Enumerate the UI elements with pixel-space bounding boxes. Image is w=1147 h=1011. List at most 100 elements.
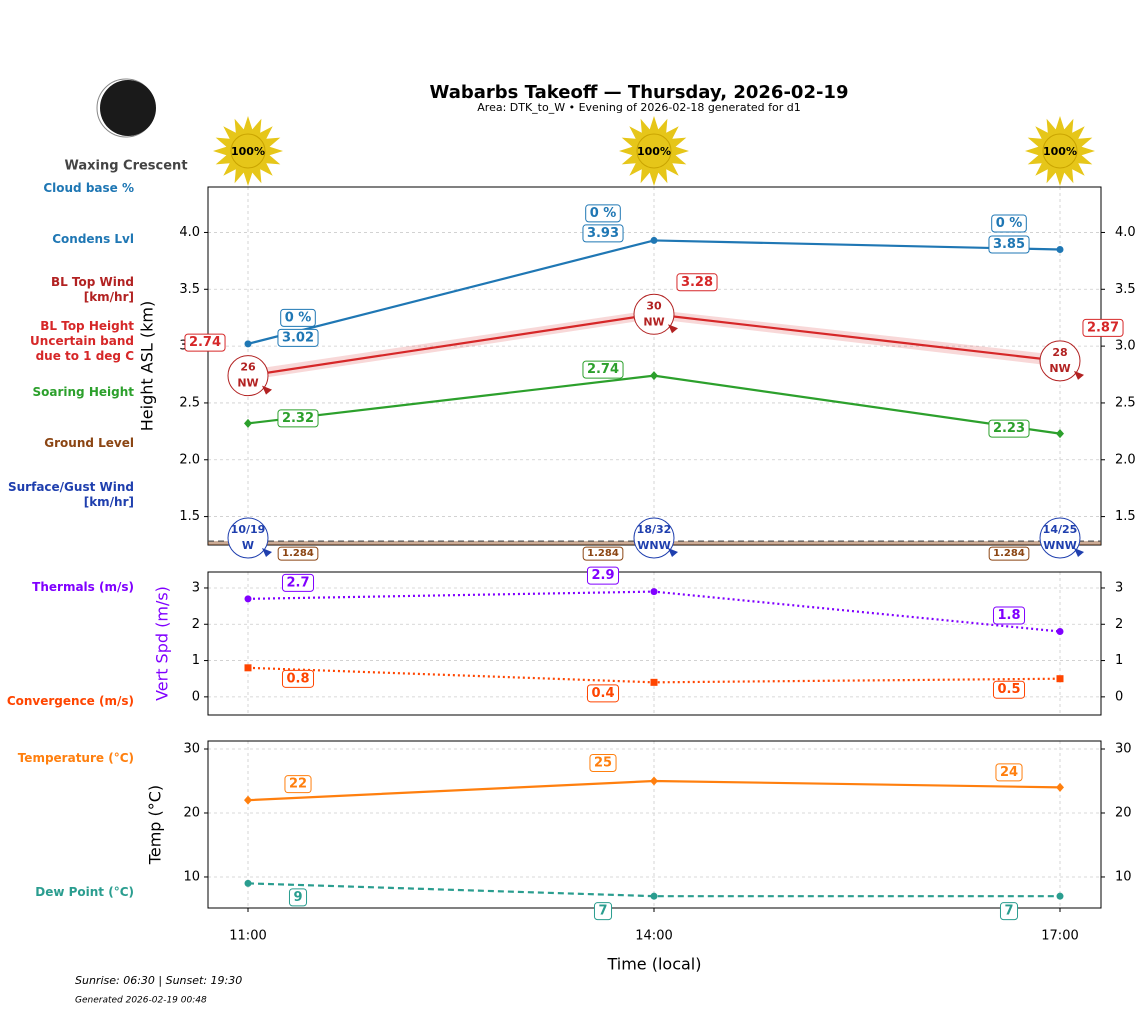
data-label: 3.85 xyxy=(993,237,1025,252)
wind-speed: 30 xyxy=(646,299,662,312)
data-label-box xyxy=(280,308,316,327)
sun-label: 100% xyxy=(1043,145,1077,158)
data-label-box xyxy=(284,775,312,794)
data-label-box xyxy=(184,333,226,352)
y-tick-label: 0 xyxy=(192,689,200,704)
data-label-box xyxy=(988,419,1030,438)
data-label: 7 xyxy=(1004,904,1013,919)
point xyxy=(244,664,252,672)
data-label: 2.9 xyxy=(591,568,614,583)
wind-speed: 28 xyxy=(1052,346,1067,359)
wind-direction: NW xyxy=(1049,362,1070,375)
y-tick-label: 20 xyxy=(1115,805,1132,820)
wind-circle xyxy=(633,517,675,559)
x-tick-label: 11:00 xyxy=(229,929,266,944)
y-tick-label: 2 xyxy=(1115,617,1123,632)
x-axis-label: Time (local) xyxy=(606,955,701,974)
data-label-box xyxy=(991,214,1027,233)
series-label: Soaring Height xyxy=(32,385,135,399)
wind-direction: WNW xyxy=(637,539,670,552)
wind-speed: 14/25 xyxy=(1043,523,1078,536)
series-label: BL Top Height Uncertain band due to 1 de… xyxy=(30,319,134,363)
wind-direction: WNW xyxy=(1043,539,1076,552)
point xyxy=(650,236,658,244)
point xyxy=(244,879,252,887)
data-label: 0.5 xyxy=(997,682,1020,697)
data-label-box xyxy=(582,360,624,379)
sun-icon xyxy=(1042,133,1078,169)
data-label-box xyxy=(277,409,319,428)
plot-frame xyxy=(207,571,1102,716)
data-label: 25 xyxy=(594,755,612,770)
point xyxy=(650,588,658,596)
wind-speed: 10/19 xyxy=(231,523,266,536)
y-tick-label: 0 xyxy=(1115,689,1123,704)
wind-circle xyxy=(1039,340,1081,382)
point xyxy=(1056,782,1064,792)
data-label: 2.23 xyxy=(993,421,1025,436)
wind-circle xyxy=(227,355,269,397)
point xyxy=(1056,628,1064,636)
point xyxy=(1056,675,1064,683)
data-label-box xyxy=(582,546,624,561)
series-label: Cloud base % xyxy=(43,181,134,195)
point xyxy=(1056,892,1064,900)
data-label: 3.02 xyxy=(282,330,314,345)
sun-label: 100% xyxy=(637,145,671,158)
y-tick-label: 2 xyxy=(192,617,200,632)
data-label: 3.28 xyxy=(681,275,713,290)
y-tick-label: 10 xyxy=(1115,869,1132,884)
y-tick-label: 3.5 xyxy=(1115,282,1136,297)
data-label: 2.74 xyxy=(189,335,221,350)
y-tick-label: 2.5 xyxy=(179,395,200,410)
data-label-box xyxy=(999,902,1019,921)
data-label: 2.74 xyxy=(587,362,619,377)
y-tick-label: 10 xyxy=(183,869,200,884)
data-label-box xyxy=(593,902,613,921)
data-label-box xyxy=(586,566,620,585)
y-tick-label: 4.0 xyxy=(1115,225,1136,240)
generated: Generated 2026-02-19 00:48 xyxy=(75,996,207,1006)
data-label: 0 % xyxy=(590,206,617,221)
y-tick-label: 3 xyxy=(1115,580,1123,595)
data-label-box xyxy=(1082,318,1124,337)
series-label: Dew Point (°C) xyxy=(35,885,134,899)
data-label-box xyxy=(582,224,624,243)
data-label-box xyxy=(277,328,319,347)
y-tick-label: 1 xyxy=(1115,653,1123,668)
series-label: Thermals (m/s) xyxy=(32,580,134,594)
y-axis-label: Height ASL (km) xyxy=(138,301,157,431)
chart-subtitle: Area: DTK_to_W • Evening of 2026-02-18 g… xyxy=(477,101,800,114)
wind-arrow xyxy=(668,324,678,334)
series-label: Convergence (m/s) xyxy=(6,694,134,708)
sun-times: Sunrise: 06:30 | Sunset: 19:30 xyxy=(75,974,242,987)
point xyxy=(244,418,252,428)
data-label-box xyxy=(992,606,1026,625)
y-tick-label: 1 xyxy=(192,653,200,668)
data-label: 0.4 xyxy=(591,686,614,701)
y-axis-label: Temp (°C) xyxy=(146,785,165,865)
data-label-box xyxy=(988,546,1030,561)
data-label: 1.284 xyxy=(993,548,1025,559)
y-tick-label: 3 xyxy=(192,580,200,595)
series-label: BL Top Wind [km/hr] xyxy=(50,275,134,304)
wind-circle xyxy=(633,293,675,335)
series-label: Temperature (°C) xyxy=(17,751,134,765)
wind-speed: 18/32 xyxy=(637,523,672,536)
y-axis-label: Vert Spd (m/s) xyxy=(153,586,172,701)
point xyxy=(650,776,658,786)
y-tick-label: 20 xyxy=(183,805,200,820)
sun-icon xyxy=(636,133,672,169)
data-label: 1.284 xyxy=(587,548,619,559)
data-label: 0.8 xyxy=(286,671,309,686)
point xyxy=(244,340,252,348)
data-label-box xyxy=(277,546,319,561)
y-tick-label: 1.5 xyxy=(1115,509,1136,524)
y-tick-label: 30 xyxy=(1115,741,1132,756)
series-label: Condens Lvl xyxy=(52,232,134,246)
wind-speed: 26 xyxy=(240,361,256,374)
series-line xyxy=(247,882,1060,898)
data-label: 1.8 xyxy=(997,608,1020,623)
